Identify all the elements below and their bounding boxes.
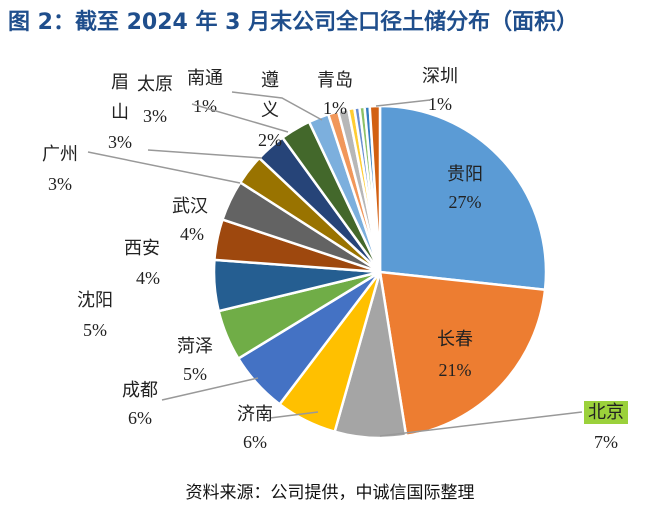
leader-line-北京 <box>379 411 583 437</box>
slice-value-太原: 3% <box>143 106 167 126</box>
slice-label-眉山: 眉 <box>111 72 129 93</box>
slice-label-西安: 西安 <box>124 238 160 259</box>
label-highlight <box>584 401 628 424</box>
leader-line-成都 <box>161 377 259 401</box>
slice-value-西安: 4% <box>136 268 160 288</box>
slice-label-眉山: 山 <box>111 102 129 123</box>
pie-slice-贵阳 <box>378 104 548 292</box>
slice-label-菏泽: 菏泽 <box>177 336 213 357</box>
slice-label-北京: 北京 <box>588 402 624 423</box>
slice-label-沈阳: 沈阳 <box>77 290 113 311</box>
leader-line-青岛 <box>191 103 289 133</box>
slice-label-武汉: 武汉 <box>172 196 208 217</box>
slice-value-广州: 3% <box>48 174 72 194</box>
slice-value-济南: 6% <box>243 432 267 452</box>
slice-label-遵义: 遵 <box>261 70 279 91</box>
slice-value-青岛: 1% <box>323 98 347 118</box>
leader-line-深圳 <box>375 99 431 107</box>
slice-label-太原: 太原 <box>137 74 173 95</box>
slice-value-南通: 1% <box>193 96 217 116</box>
slice-value-菏泽: 5% <box>183 364 207 384</box>
slice-label-广州: 广州 <box>42 144 78 165</box>
pie-slice-长春 <box>378 270 547 438</box>
slice-value-遵义: 2% <box>258 130 282 150</box>
slice-label-成都: 成都 <box>122 380 158 401</box>
slice-label-青岛: 青岛 <box>317 70 353 91</box>
slice-value-成都: 6% <box>128 408 152 428</box>
leader-line-济南 <box>269 411 319 419</box>
slice-value-贵阳: 27% <box>449 192 482 212</box>
slice-label-深圳: 深圳 <box>422 66 458 87</box>
slice-label-贵阳: 贵阳 <box>447 164 483 185</box>
slice-value-沈阳: 5% <box>83 320 107 340</box>
source-note: 资料来源：公司提供，中诚信国际整理 <box>185 483 475 503</box>
slice-label-长春: 长春 <box>437 329 473 350</box>
leader-line-广州 <box>87 151 241 184</box>
slice-value-深圳: 1% <box>428 94 452 114</box>
slice-label-济南: 济南 <box>237 404 273 425</box>
slice-value-北京: 7% <box>594 432 618 452</box>
slice-value-武汉: 4% <box>180 224 204 244</box>
slice-value-眉山: 3% <box>108 132 132 152</box>
leader-line-眉山 <box>147 149 263 159</box>
slice-value-长春: 21% <box>439 360 472 380</box>
figure-title: 图 2：截至 2024 年 3 月末公司全口径土储分布（面积） <box>8 10 579 35</box>
slice-label-南通: 南通 <box>187 68 223 89</box>
leader-line-南通 <box>231 91 323 121</box>
slice-label-遵义: 义 <box>261 100 279 121</box>
